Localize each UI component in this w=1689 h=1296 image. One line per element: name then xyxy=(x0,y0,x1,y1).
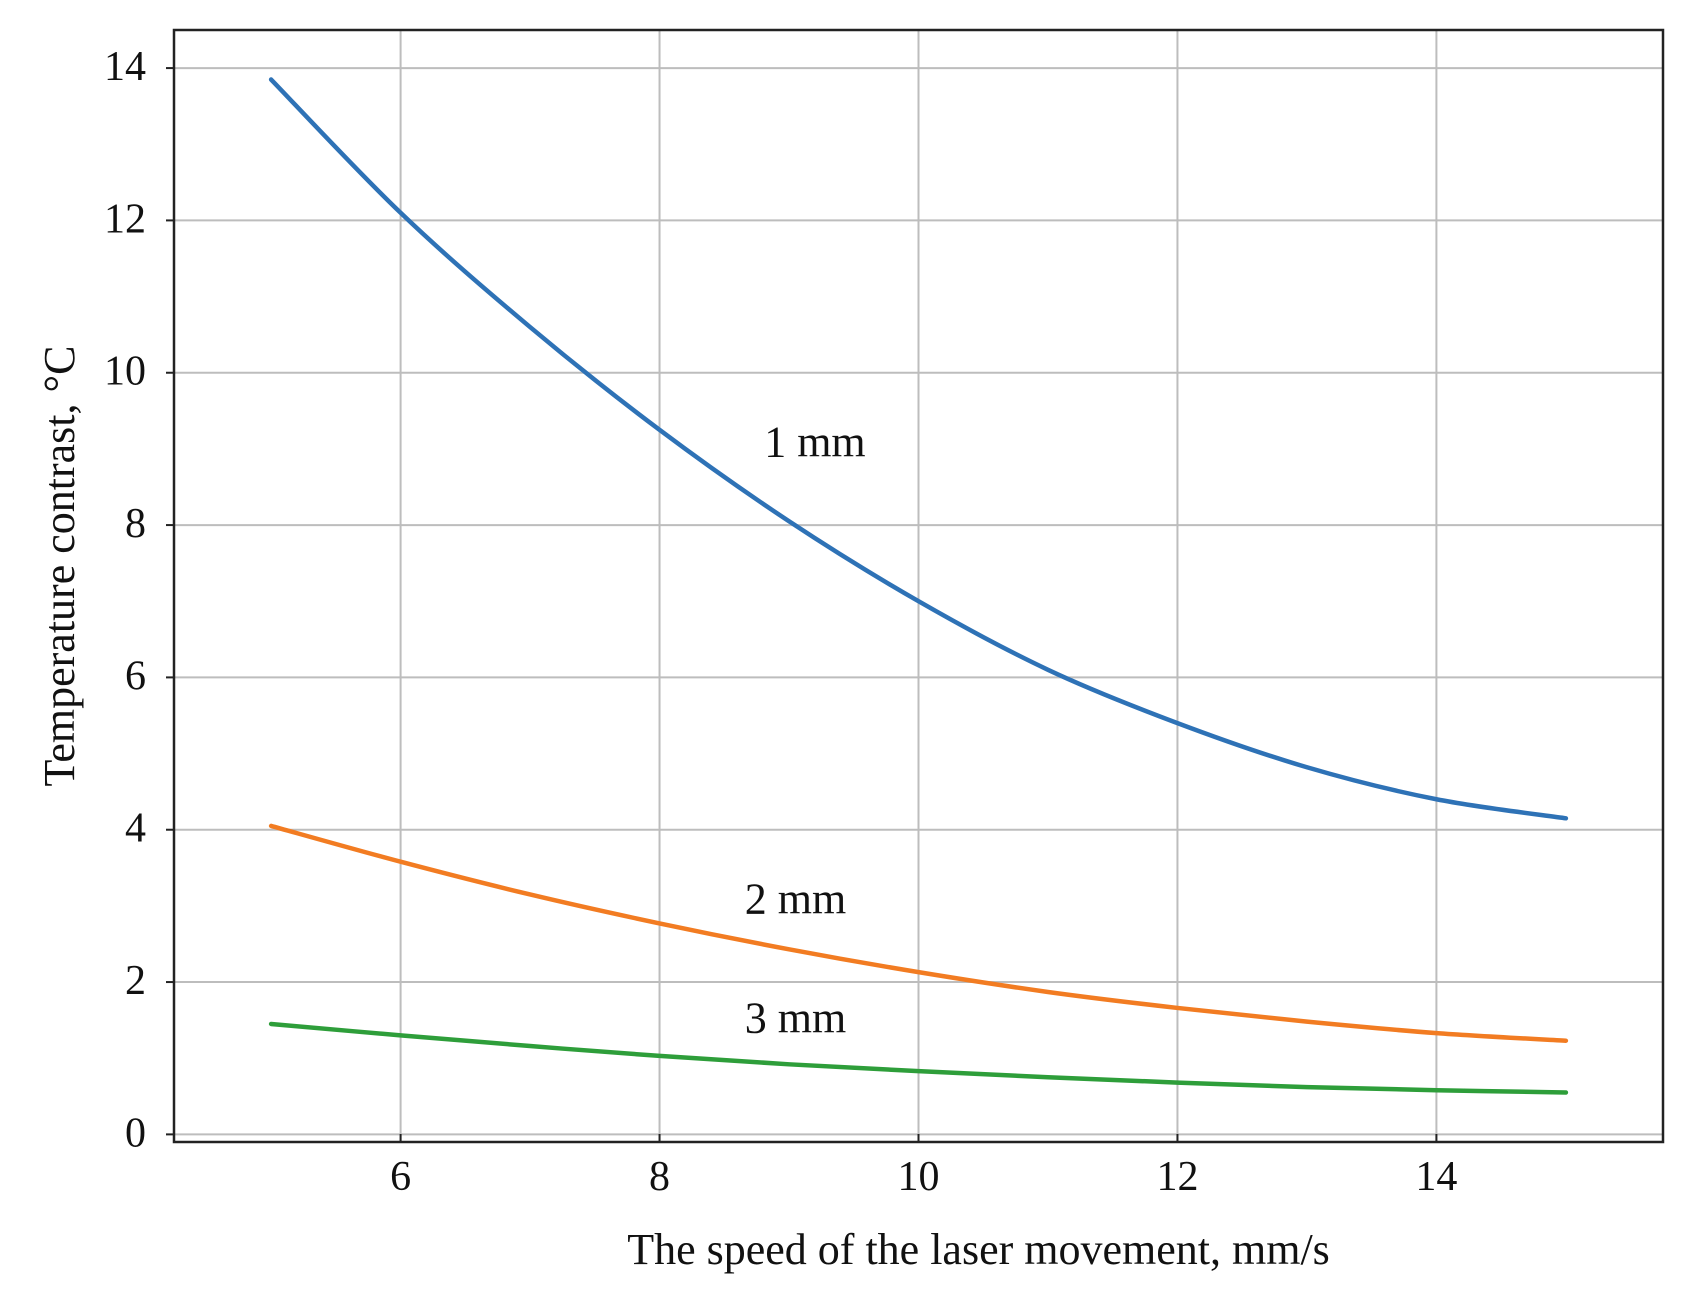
y-tick-label-4: 8 xyxy=(125,501,146,547)
y-tick-label-5: 10 xyxy=(104,349,146,395)
series-label-0: 1 mm xyxy=(764,418,865,467)
x-tick-label-2: 10 xyxy=(898,1154,940,1200)
series-label-2: 3 mm xyxy=(745,993,846,1042)
series-label-1: 2 mm xyxy=(745,875,846,924)
series-line-1 xyxy=(268,823,1569,1043)
y-tick-label-1: 2 xyxy=(125,958,146,1004)
y-tick-label-2: 4 xyxy=(125,806,146,852)
series-line-0 xyxy=(268,77,1569,821)
x-tick-label-4: 14 xyxy=(1415,1154,1457,1200)
tick-labels: 6 8 10 12 14 0 2 4 6 8 10 12 14 xyxy=(104,44,1457,1200)
series-lines xyxy=(268,77,1569,1095)
curve-labels: 1 mm 2 mm 3 mm xyxy=(745,418,866,1043)
x-tick-label-3: 12 xyxy=(1156,1154,1198,1200)
y-tick-label-7: 14 xyxy=(104,44,146,90)
y-axis-label: Temperature contrast, °C xyxy=(35,346,84,787)
y-tick-label-3: 6 xyxy=(125,653,146,699)
x-tick-label-0: 6 xyxy=(390,1154,411,1200)
y-tick-label-6: 12 xyxy=(104,196,146,242)
y-tick-label-0: 0 xyxy=(125,1110,146,1156)
x-axis-label: The speed of the laser movement, mm/s xyxy=(627,1225,1330,1274)
x-tick-label-1: 8 xyxy=(649,1154,670,1200)
series-line-2 xyxy=(268,1021,1569,1095)
grid xyxy=(174,30,1663,1142)
